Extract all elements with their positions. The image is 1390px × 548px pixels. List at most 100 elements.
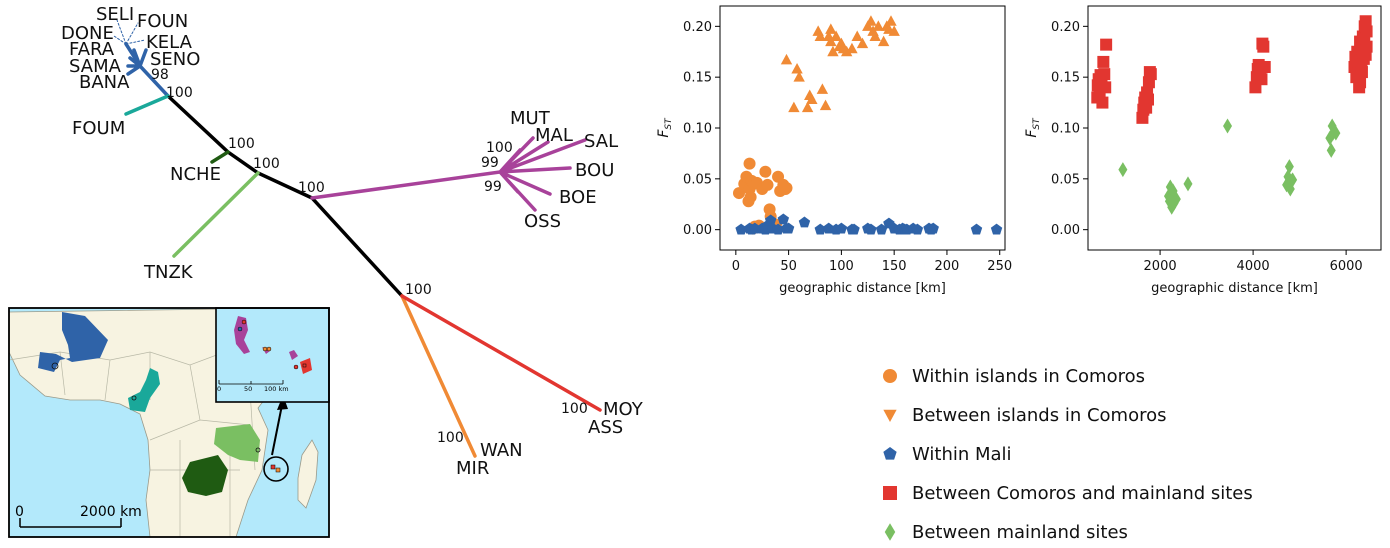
map-region-mali: [38, 312, 108, 372]
data-point: [872, 20, 885, 31]
y-axis-label: FST: [1024, 117, 1042, 138]
legend-item: Between islands in Comoros: [883, 405, 1166, 426]
legend-label: Between Comoros and mainland sites: [912, 483, 1253, 504]
x-tick-label: 0: [732, 259, 740, 274]
bootstrap-label: 100: [253, 156, 280, 172]
map-scale-label-left: 0: [15, 504, 24, 520]
tip-label-bana: BANA: [79, 72, 130, 93]
legend-marker-circle: [883, 369, 897, 383]
data-point: [791, 63, 803, 74]
data-point: [1141, 93, 1154, 106]
tip-label-mir: MIR: [456, 458, 489, 479]
tip-label-mut: MUT: [510, 108, 551, 129]
bootstrap-values: 98 100 100 100 100 100 99 99 100 100 100: [151, 67, 588, 446]
data-point: [927, 222, 939, 234]
data-point: [1355, 58, 1368, 71]
data-point: [840, 45, 853, 57]
y-tick-label: 0.15: [683, 71, 712, 86]
data-point: [1331, 125, 1341, 141]
data-point: [801, 101, 814, 113]
bootstrap-label: 99: [481, 155, 499, 171]
legend-marker-square: [883, 486, 897, 500]
data-point: [990, 223, 1003, 235]
tip-label-mal: MAL: [535, 125, 573, 146]
data-point: [848, 223, 860, 235]
y-axis-label: FST: [656, 117, 674, 138]
data-point: [744, 191, 757, 204]
data-point: [1257, 40, 1270, 53]
map-site-marker: [293, 364, 299, 370]
map-scale-label-right: 2000 km: [80, 504, 142, 520]
branch-mali-fine: [113, 19, 146, 45]
data-point: [806, 93, 818, 105]
map-site-marker: [237, 326, 243, 332]
tip-label-wan: WAN: [480, 440, 523, 461]
tip-label-foum: FOUM: [72, 118, 125, 139]
tip-label-sal: SAL: [584, 131, 618, 152]
data-point: [1284, 159, 1294, 175]
data-point: [798, 216, 811, 228]
bootstrap-label: 99: [484, 179, 502, 195]
inset-frame: [215, 307, 330, 403]
legend-label: Between mainland sites: [912, 522, 1128, 543]
x-tick-label: 100: [829, 259, 854, 274]
x-axis-label: geographic distance [km]: [1151, 281, 1318, 296]
map-scale-bar: [19, 518, 122, 528]
data-point: [830, 30, 842, 41]
inset-arrow: [271, 404, 283, 456]
legend-label: Between islands in Comoros: [912, 405, 1166, 426]
y-tick-label: 0.20: [1051, 20, 1080, 35]
map-frame: [8, 307, 330, 538]
y-tick-label: 0.00: [683, 223, 712, 238]
tree-backbone: [166, 94, 404, 298]
legend-item: Between mainland sites: [884, 522, 1128, 543]
series-square: [1091, 15, 1373, 124]
inset-scale-label: 100 km: [264, 385, 289, 393]
bootstrap-label: 98: [151, 67, 169, 83]
tip-label-foun: FOUN: [137, 11, 188, 32]
branch-foum: [124, 94, 170, 116]
bootstrap-label: 100: [405, 282, 432, 298]
data-point: [733, 187, 745, 200]
data-point: [1258, 61, 1271, 73]
map-site-marker: [241, 319, 247, 325]
data-point: [743, 157, 756, 170]
legend-item: Within islands in Comoros: [883, 366, 1145, 387]
data-point: [761, 178, 774, 191]
bootstrap-label: 100: [437, 430, 464, 446]
data-point: [788, 101, 800, 113]
data-point: [793, 71, 805, 82]
inset-grande-comore: [234, 316, 250, 354]
data-point: [814, 30, 826, 41]
branch-wan-mir: [400, 294, 477, 458]
legend-marker-pentagon: [883, 447, 897, 460]
data-point: [851, 30, 863, 41]
x-tick-label: 6000: [1330, 259, 1363, 274]
data-point: [885, 15, 897, 26]
legend-label: Within Mali: [912, 444, 1012, 465]
bootstrap-label: 100: [228, 136, 255, 152]
branch-moy-ass: [400, 294, 602, 412]
tip-label-ass: ASS: [588, 417, 623, 438]
data-point: [875, 223, 888, 235]
data-point: [865, 223, 877, 235]
data-point: [816, 83, 829, 94]
data-point: [846, 42, 858, 54]
map-site-marker: [275, 467, 281, 473]
tree-tip-labels: SELI FOUN DONE KELA FARA SENO SAMA BANA …: [61, 4, 644, 479]
map-land-madagascar: [297, 439, 319, 509]
data-point: [1097, 55, 1110, 68]
africa-map: 0 50 100 km 0 2000 km: [8, 307, 330, 538]
tip-label-kela: KELA: [146, 32, 193, 53]
inset-scale-bar: [218, 380, 284, 385]
data-point: [1100, 38, 1113, 51]
data-point: [1326, 142, 1336, 158]
fst-scatter-local: 0 50 100 150 200 250 0.00 0.05 0.10 0.15 0.20 geogr…: [656, 5, 1012, 296]
x-tick-label: 2000: [1144, 259, 1177, 274]
legend-item: Within Mali: [883, 444, 1012, 465]
data-point: [777, 213, 790, 225]
x-tick-label: 200: [935, 259, 960, 274]
bootstrap-label: 100: [166, 85, 193, 101]
y-tick-label: 0.20: [683, 20, 712, 35]
tip-label-oss: OSS: [524, 211, 561, 232]
